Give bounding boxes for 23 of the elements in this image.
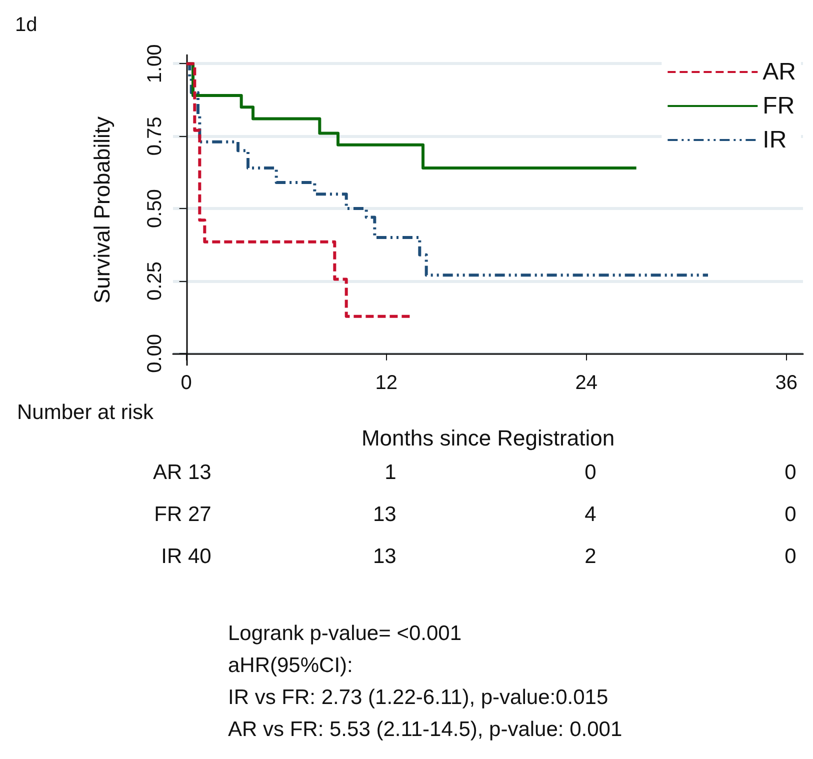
legend-label: IR — [762, 126, 787, 154]
x-tick-label: 12 — [375, 372, 398, 394]
x-axis-title: Months since Registration — [361, 426, 615, 450]
y-tick-label: 0.75 — [144, 116, 166, 156]
chart-title: 1d — [15, 14, 38, 36]
y-axis-title: Survival Probability — [90, 116, 114, 304]
legend-label: AR — [762, 58, 796, 86]
y-tick-label: 0.00 — [144, 334, 166, 373]
text: IR vs FR: 2.73 (1.22-6.11), p-value:0.015 — [228, 686, 608, 709]
legend-label: FR — [762, 92, 795, 120]
x-tick-label: 24 — [575, 372, 598, 394]
text: aHR(95%CI): — [228, 654, 353, 677]
x-tick-label: 36 — [775, 372, 798, 394]
text: AR 13 1 0 0 — [152, 461, 796, 484]
text: Logrank p-value= <0.001 — [228, 622, 462, 645]
text: FR 27 13 4 0 — [154, 503, 796, 526]
text: IR 40 13 2 0 — [161, 545, 796, 568]
y-tick-label: 0.50 — [144, 189, 166, 228]
text: Number at risk — [17, 401, 154, 424]
x-tick-label: 0 — [180, 372, 192, 394]
text: AR vs FR: 5.53 (2.11-14.5), p-value: 0.001 — [228, 718, 622, 741]
y-tick-label: 1.00 — [144, 44, 166, 84]
y-tick-label: 0.25 — [144, 262, 166, 300]
